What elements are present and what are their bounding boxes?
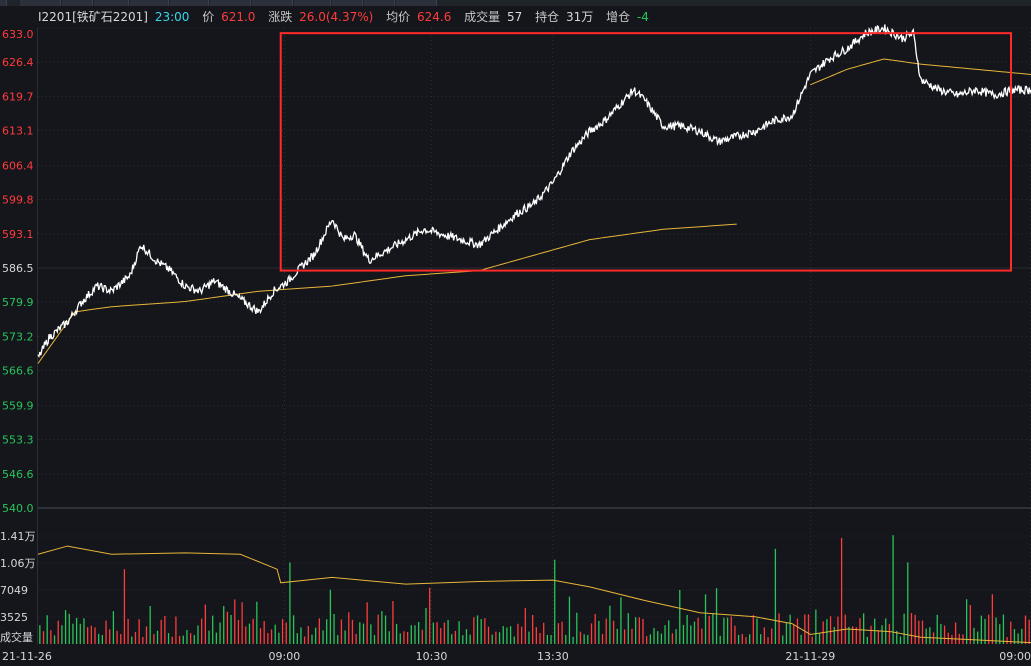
y-tick-label: 586.5	[2, 262, 34, 275]
y-tick-label: 613.1	[2, 125, 34, 138]
change-label: 涨跌	[268, 10, 293, 24]
volume-tick-label: 成交量	[0, 630, 33, 644]
tab[interactable]	[294, 0, 331, 6]
tab[interactable]	[210, 0, 251, 6]
y-tick-label: 540.0	[2, 502, 34, 515]
price-change: 26.0(4.37%)	[299, 10, 374, 24]
tab[interactable]	[252, 0, 293, 6]
open-interest-line	[37, 545, 1031, 644]
x-tick-label: 09:00	[999, 650, 1031, 663]
tab[interactable]	[396, 0, 437, 6]
x-tick-label: 21-11-29	[785, 650, 835, 663]
volume-tick-label: 1.06万	[0, 557, 36, 570]
quote-info-bar: I2201[铁矿石2201] 23:00 价 621.0 涨跌 26.0(4.3…	[0, 8, 652, 26]
last-price: 621.0	[221, 10, 256, 24]
tab[interactable]	[94, 0, 129, 6]
volume-tick-label: 3525	[0, 611, 28, 624]
x-tick-label: 13:30	[537, 650, 569, 663]
x-tick-label: 09:00	[269, 650, 301, 663]
tab[interactable]	[170, 0, 209, 6]
oi-change-value: -4	[636, 10, 649, 24]
average-price-line	[810, 58, 1031, 86]
oi-change-label: 增仓	[606, 10, 631, 24]
y-tick-label: 559.9	[2, 399, 34, 412]
highlight-box	[279, 32, 1012, 272]
volume-tick-label: 7049	[0, 584, 28, 597]
y-tick-label: 579.9	[2, 296, 34, 309]
tab[interactable]	[62, 0, 93, 6]
y-tick-label: 606.4	[2, 159, 34, 172]
volume-tick-label: 1.41万	[0, 530, 36, 543]
y-tick-label: 633.0	[2, 28, 34, 41]
tab[interactable]	[0, 0, 7, 6]
y-tick-label: 619.7	[2, 91, 34, 104]
volume-bars	[39, 535, 1030, 644]
open-interest-label: 持仓	[535, 10, 560, 24]
y-tick-label: 573.2	[2, 331, 34, 344]
y-tick-label: 599.8	[2, 193, 34, 206]
y-tick-label: 593.1	[2, 228, 34, 241]
y-tick-label: 566.6	[2, 365, 34, 378]
y-tick-label: 553.3	[2, 433, 34, 446]
timeframe-tabs	[0, 0, 1031, 6]
open-interest-value: 31万	[565, 10, 594, 24]
price-label: 价	[202, 10, 215, 24]
tab[interactable]	[332, 0, 363, 6]
x-tick-label: 10:30	[416, 650, 448, 663]
y-tick-label: 626.4	[2, 56, 34, 69]
y-tick-label: 546.6	[2, 468, 34, 481]
average-price-line	[37, 223, 737, 364]
volume-value: 57	[507, 10, 523, 24]
symbol-name: I2201[铁矿石2201]	[38, 10, 148, 24]
tab[interactable]	[130, 0, 169, 6]
price-line	[37, 24, 1031, 358]
tab[interactable]	[364, 0, 395, 6]
x-tick-label: 21-11-26	[2, 650, 52, 663]
volume-label: 成交量	[464, 10, 501, 24]
tab[interactable]	[20, 0, 61, 6]
quote-time: 23:00	[154, 10, 190, 24]
avg-price: 624.6	[416, 10, 452, 24]
avg-price-label: 均价	[386, 10, 411, 24]
